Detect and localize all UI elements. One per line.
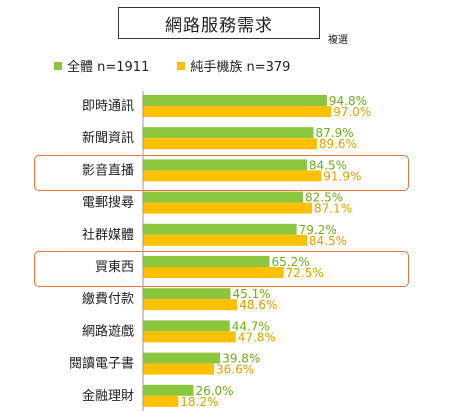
legend-label-pure-mobile: 純手機族 n=379 (190, 60, 291, 75)
legend: 全體 n=1911 純手機族 n=379 (54, 56, 318, 75)
bar-all (143, 223, 297, 235)
bar-pure-mobile (143, 106, 332, 117)
bar-pure-mobile (143, 299, 238, 311)
data-label-pure-mobile: 36.6% (216, 363, 254, 377)
bar-all (143, 191, 304, 203)
data-label-all: 87.9% (316, 126, 354, 140)
data-label-pure-mobile: 72.5% (286, 266, 324, 280)
data-label-all: 94.8% (329, 94, 367, 108)
data-label-all: 45.1% (232, 287, 270, 301)
legend-item-pure-mobile: 純手機族 n=379 (177, 56, 290, 75)
chart-title-text: 網路服務需求 (165, 15, 273, 36)
highlight-box-shopping (34, 251, 409, 287)
bar-all (143, 288, 231, 300)
legend-item-all: 全體 n=1911 (54, 56, 149, 75)
bar-all (143, 384, 194, 396)
category-label: 社群媒體 (82, 227, 134, 243)
category-label: 閱讀電子書 (69, 357, 134, 372)
category-label: 繳費付款 (82, 292, 134, 307)
highlight-box-video-streaming (34, 155, 409, 191)
category-label: 買東西 (95, 259, 134, 275)
legend-label-all: 全體 n=1911 (67, 60, 150, 75)
data-label-all: 44.7% (232, 319, 270, 333)
chart-subtitle: 複選 (328, 35, 348, 46)
bar-pure-mobile (143, 234, 307, 246)
bar-all (143, 320, 230, 332)
data-label-all: 82.5% (305, 191, 343, 205)
data-label-pure-mobile: 89.6% (319, 137, 357, 151)
data-label-pure-mobile: 18.2% (180, 395, 218, 409)
data-label-all: 39.8% (222, 352, 260, 366)
bar-all (143, 256, 270, 267)
category-label: 網路遊戲 (82, 323, 134, 339)
bar-all (143, 352, 221, 364)
category-label: 新聞資訊 (82, 130, 134, 146)
data-label-pure-mobile: 97.0% (333, 105, 371, 119)
bar-pure-mobile (143, 395, 179, 407)
category-label: 金融理財 (82, 388, 134, 404)
category-label: 電郵搜尋 (82, 196, 134, 211)
bar-pure-mobile (143, 331, 236, 343)
legend-swatch-all (54, 61, 62, 70)
data-label-pure-mobile: 48.6% (239, 298, 277, 312)
category-label: 即時通訊 (82, 99, 134, 114)
bar-all (143, 95, 327, 106)
data-label-pure-mobile: 91.9% (323, 169, 361, 183)
bar-pure-mobile (143, 267, 284, 278)
data-label-all: 65.2% (271, 255, 309, 269)
bar-pure-mobile (143, 363, 215, 375)
data-label-pure-mobile: 47.8% (238, 330, 276, 344)
data-label-all: 84.5% (309, 158, 347, 172)
bar-all (143, 159, 307, 171)
bar-pure-mobile (143, 170, 322, 182)
data-label-all: 26.0% (195, 384, 233, 398)
data-label-pure-mobile: 87.1% (314, 202, 352, 216)
bar-all (143, 127, 314, 139)
data-label-all: 79.2% (299, 223, 337, 237)
chart-title: 網路服務需求 (118, 7, 320, 39)
bar-pure-mobile (143, 138, 317, 150)
data-label-pure-mobile: 84.5% (309, 234, 347, 248)
bar-pure-mobile (143, 202, 312, 214)
legend-swatch-pure-mobile (177, 61, 186, 70)
category-label: 影音直播 (82, 162, 134, 178)
